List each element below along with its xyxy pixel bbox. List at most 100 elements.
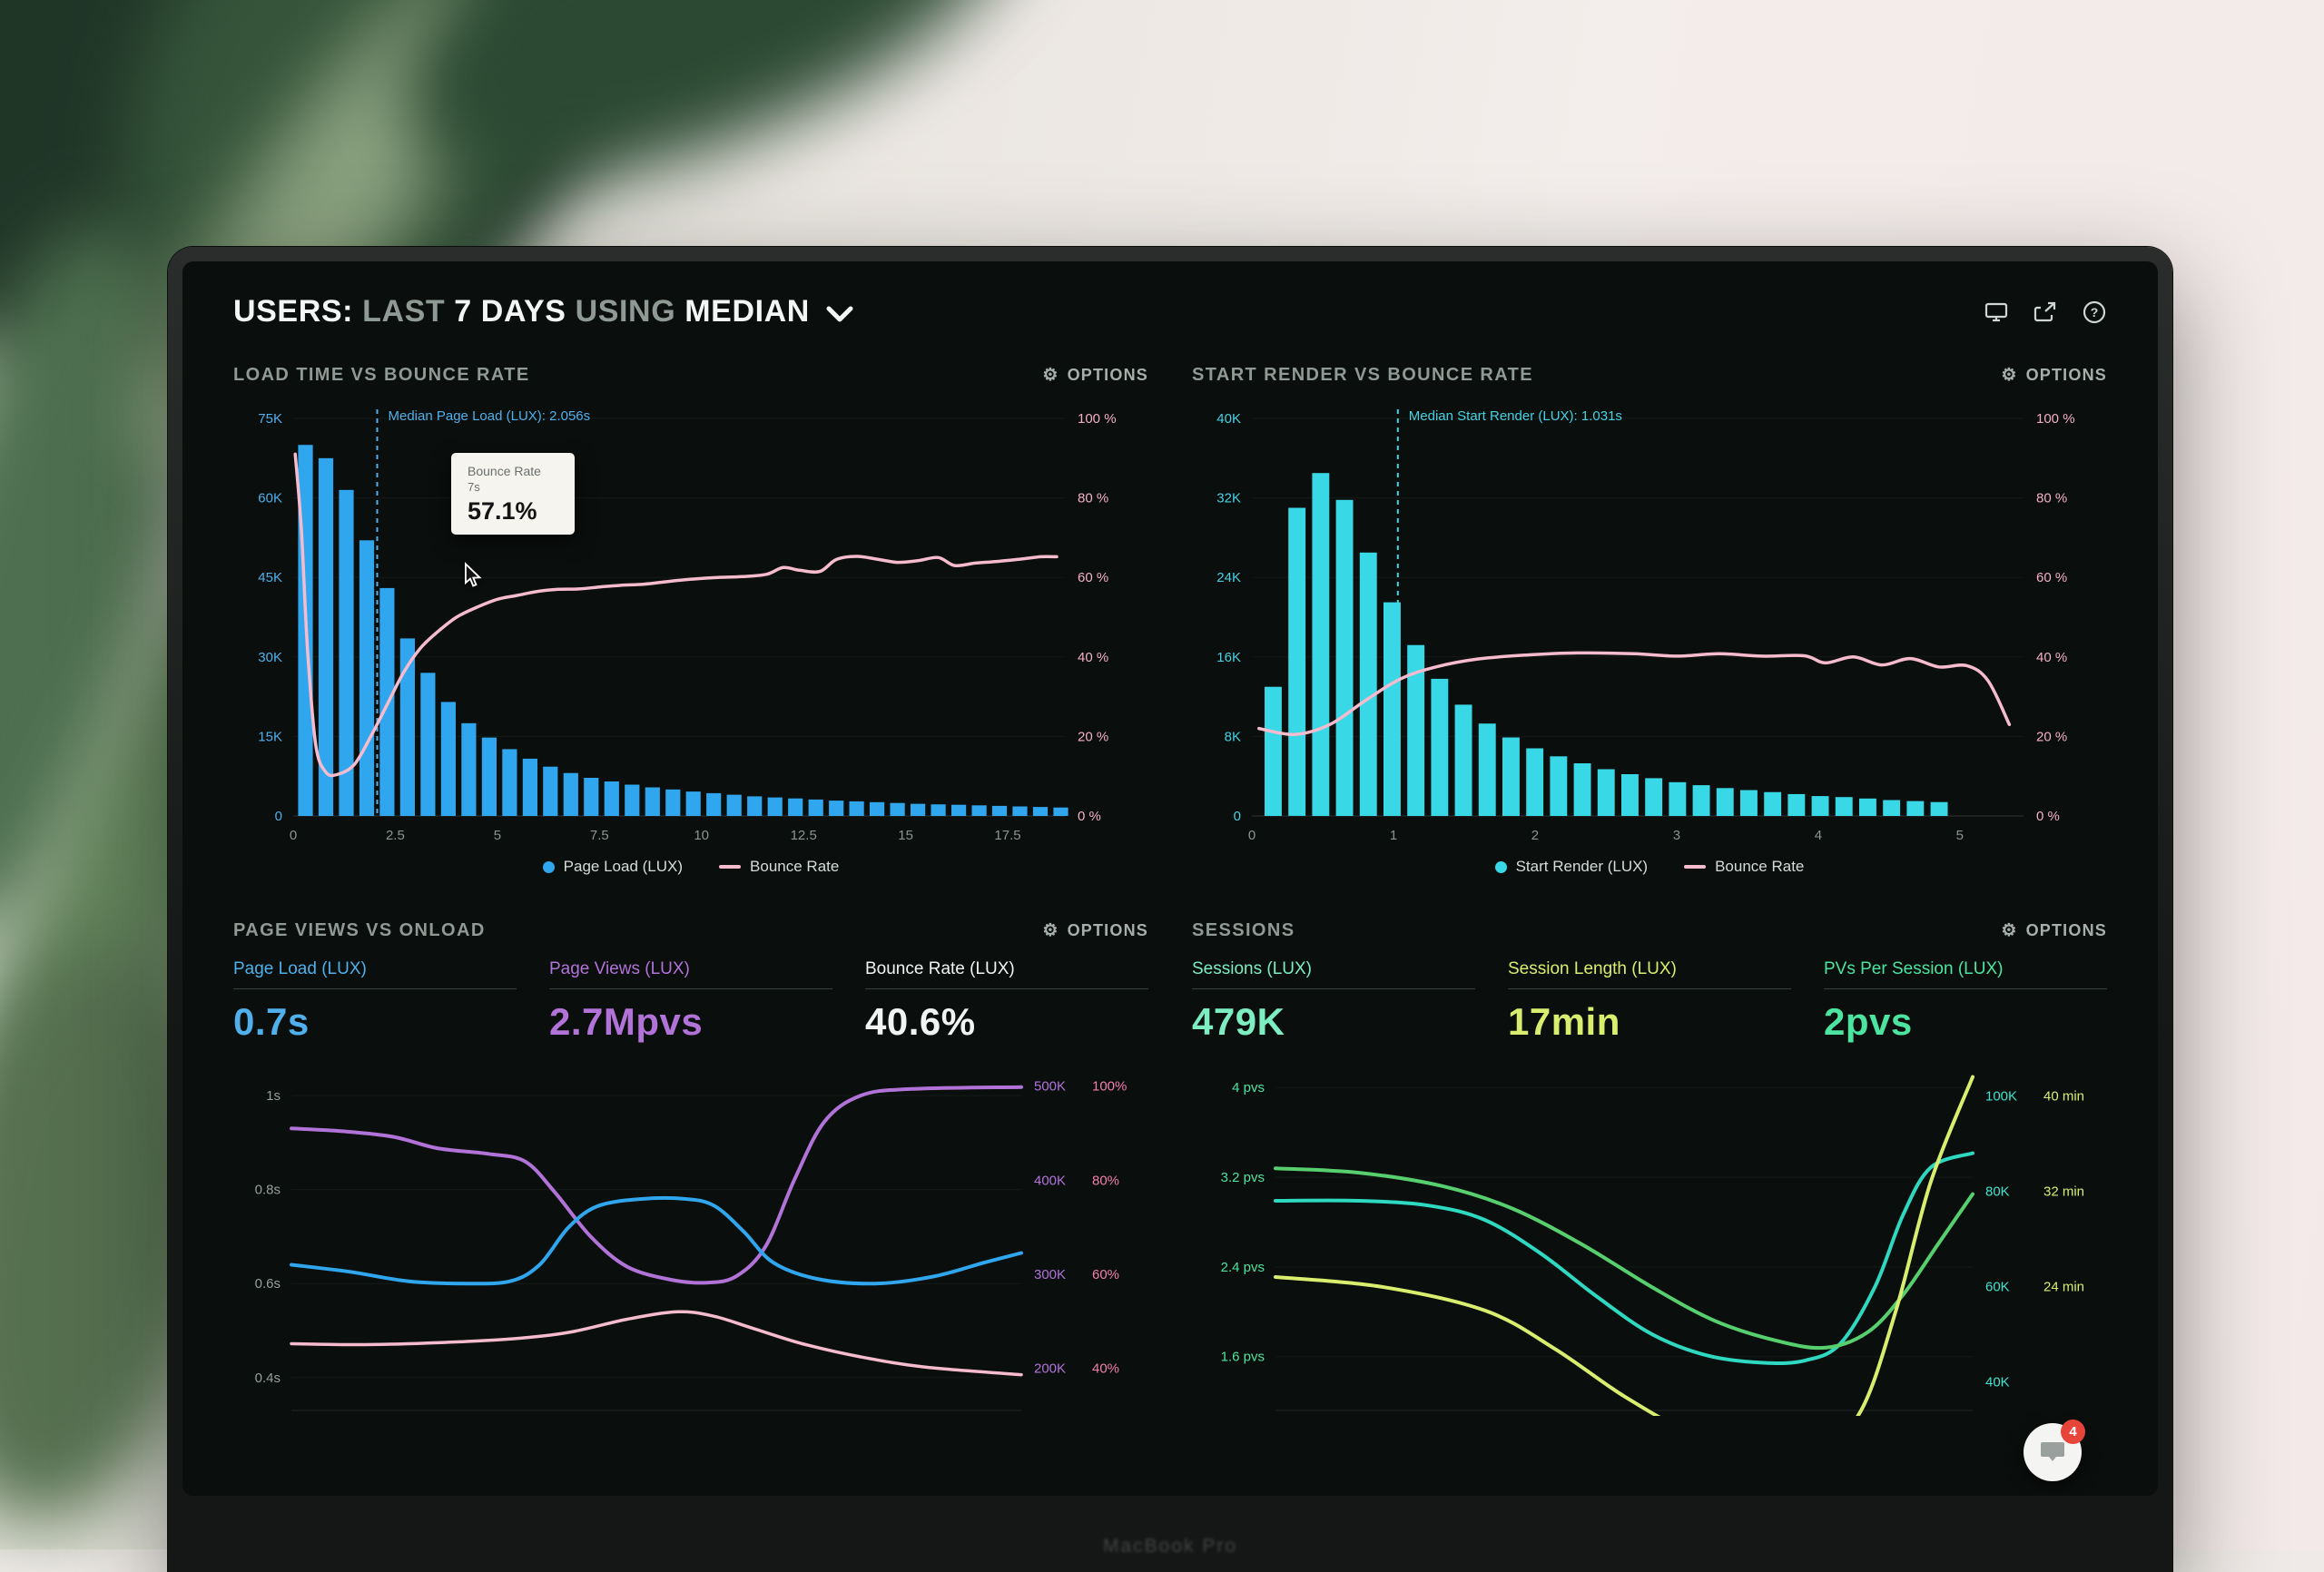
svg-text:32 min: 32 min: [2043, 1184, 2084, 1200]
svg-text:0: 0: [1234, 809, 1241, 824]
svg-text:200K: 200K: [1034, 1361, 1066, 1376]
svg-text:1s: 1s: [266, 1088, 281, 1104]
legend-label: Bounce Rate: [750, 858, 839, 876]
svg-text:3: 3: [1673, 828, 1680, 843]
svg-text:500K: 500K: [1034, 1079, 1066, 1095]
options-button[interactable]: ⚙ OPTIONS: [1042, 366, 1148, 385]
metric-value: 40.6%: [865, 1000, 1148, 1044]
svg-text:60K: 60K: [258, 491, 282, 506]
svg-text:3.2 pvs: 3.2 pvs: [1221, 1170, 1265, 1185]
legend-label: Start Render (LUX): [1516, 858, 1649, 876]
panel-title: PAGE VIEWS VS ONLOAD: [233, 920, 486, 941]
svg-text:400K: 400K: [1034, 1173, 1066, 1188]
panel-title: LOAD TIME VS BOUNCE RATE: [233, 365, 530, 386]
panel-page-views: PAGE VIEWS VS ONLOAD ⚙ OPTIONS Page Load…: [233, 912, 1148, 1416]
share-icon[interactable]: [2033, 300, 2058, 324]
tooltip-series-label: Bounce Rate: [468, 464, 558, 478]
svg-text:60K: 60K: [1985, 1280, 2010, 1295]
options-label: OPTIONS: [2026, 921, 2107, 940]
svg-text:60 %: 60 %: [2036, 570, 2067, 585]
metric: Sessions (LUX)479K: [1192, 959, 1475, 1044]
header-icons: ?: [1984, 300, 2107, 324]
svg-text:80%: 80%: [1092, 1173, 1119, 1188]
chat-widget-button[interactable]: 4: [2024, 1423, 2082, 1481]
svg-text:0 %: 0 %: [1078, 809, 1101, 824]
legend-swatch: [719, 865, 741, 869]
svg-text:40 %: 40 %: [2036, 650, 2067, 665]
svg-text:?: ?: [2091, 305, 2099, 319]
display-icon[interactable]: [1984, 300, 2009, 324]
options-button[interactable]: ⚙ OPTIONS: [1042, 921, 1148, 940]
mouse-cursor: [460, 562, 486, 589]
svg-text:2: 2: [1531, 828, 1539, 843]
svg-text:80 %: 80 %: [1078, 491, 1108, 506]
metric: Page Load (LUX) 0.7s: [233, 959, 517, 1044]
chart-svg: Median Page Load (LUX): 2.056s75K60K45K3…: [233, 393, 1148, 847]
chat-bubble-icon: [2039, 1439, 2066, 1465]
metric: Page Views (LUX)2.7Mpvs: [549, 959, 832, 1044]
svg-text:4: 4: [1815, 828, 1822, 843]
svg-text:4 pvs: 4 pvs: [1232, 1080, 1265, 1095]
chart-legend: Start Render (LUX) Bounce Rate: [1192, 858, 2107, 876]
svg-text:0.4s: 0.4s: [255, 1371, 281, 1386]
svg-text:15: 15: [898, 828, 913, 843]
chat-badge: 4: [2061, 1420, 2085, 1444]
metric-rule: [865, 988, 1148, 989]
metric-label: Page Load (LUX): [233, 959, 517, 979]
legend-label: Page Load (LUX): [564, 858, 683, 876]
options-button[interactable]: ⚙ OPTIONS: [2001, 921, 2107, 940]
svg-text:0: 0: [275, 809, 282, 824]
svg-text:20 %: 20 %: [2036, 729, 2067, 744]
gear-icon: ⚙: [2001, 922, 2017, 939]
legend-label: Bounce Rate: [1715, 858, 1804, 876]
tooltip-x-label: 7s: [468, 480, 558, 494]
header-word: LAST: [362, 294, 445, 329]
legend-swatch: [1495, 861, 1507, 873]
svg-text:24 min: 24 min: [2043, 1280, 2084, 1295]
chevron-down-icon[interactable]: [826, 306, 853, 324]
legend-item: Start Render (LUX): [1495, 858, 1649, 876]
panel-title: SESSIONS: [1192, 920, 1295, 941]
svg-text:Median Start Render (LUX): 1.0: Median Start Render (LUX): 1.031s: [1409, 408, 1622, 424]
metric-value: 0.7s: [233, 1000, 517, 1044]
metric-value: 2.7Mpvs: [549, 1000, 832, 1044]
svg-text:1.6 pvs: 1.6 pvs: [1221, 1350, 1265, 1365]
panel-title: START RENDER VS BOUNCE RATE: [1192, 365, 1533, 386]
svg-text:100 %: 100 %: [1078, 411, 1117, 427]
options-label: OPTIONS: [2026, 366, 2107, 385]
tooltip-value: 57.1%: [468, 497, 558, 526]
svg-text:0: 0: [290, 828, 297, 843]
help-icon[interactable]: ?: [2082, 300, 2107, 324]
svg-text:2.4 pvs: 2.4 pvs: [1221, 1260, 1265, 1275]
header-word: USERS:: [233, 294, 353, 329]
metric-label: Sessions (LUX): [1192, 959, 1475, 979]
options-button[interactable]: ⚙ OPTIONS: [2001, 366, 2107, 385]
metric-label: PVs Per Session (LUX): [1824, 959, 2107, 979]
svg-text:15K: 15K: [258, 729, 282, 744]
metric-rule: [1192, 988, 1475, 989]
svg-text:80K: 80K: [1985, 1184, 2010, 1200]
svg-text:40 %: 40 %: [1078, 650, 1108, 665]
svg-text:7.5: 7.5: [590, 828, 609, 843]
header-word: USING: [576, 294, 676, 329]
metric: Session Length (LUX)17min: [1508, 959, 1791, 1044]
svg-text:2.5: 2.5: [386, 828, 405, 843]
chart-tooltip: Bounce Rate 7s 57.1%: [451, 453, 575, 535]
header-word: MEDIAN: [684, 294, 810, 329]
metric-label: Bounce Rate (LUX): [865, 959, 1148, 979]
svg-text:20 %: 20 %: [1078, 729, 1108, 744]
